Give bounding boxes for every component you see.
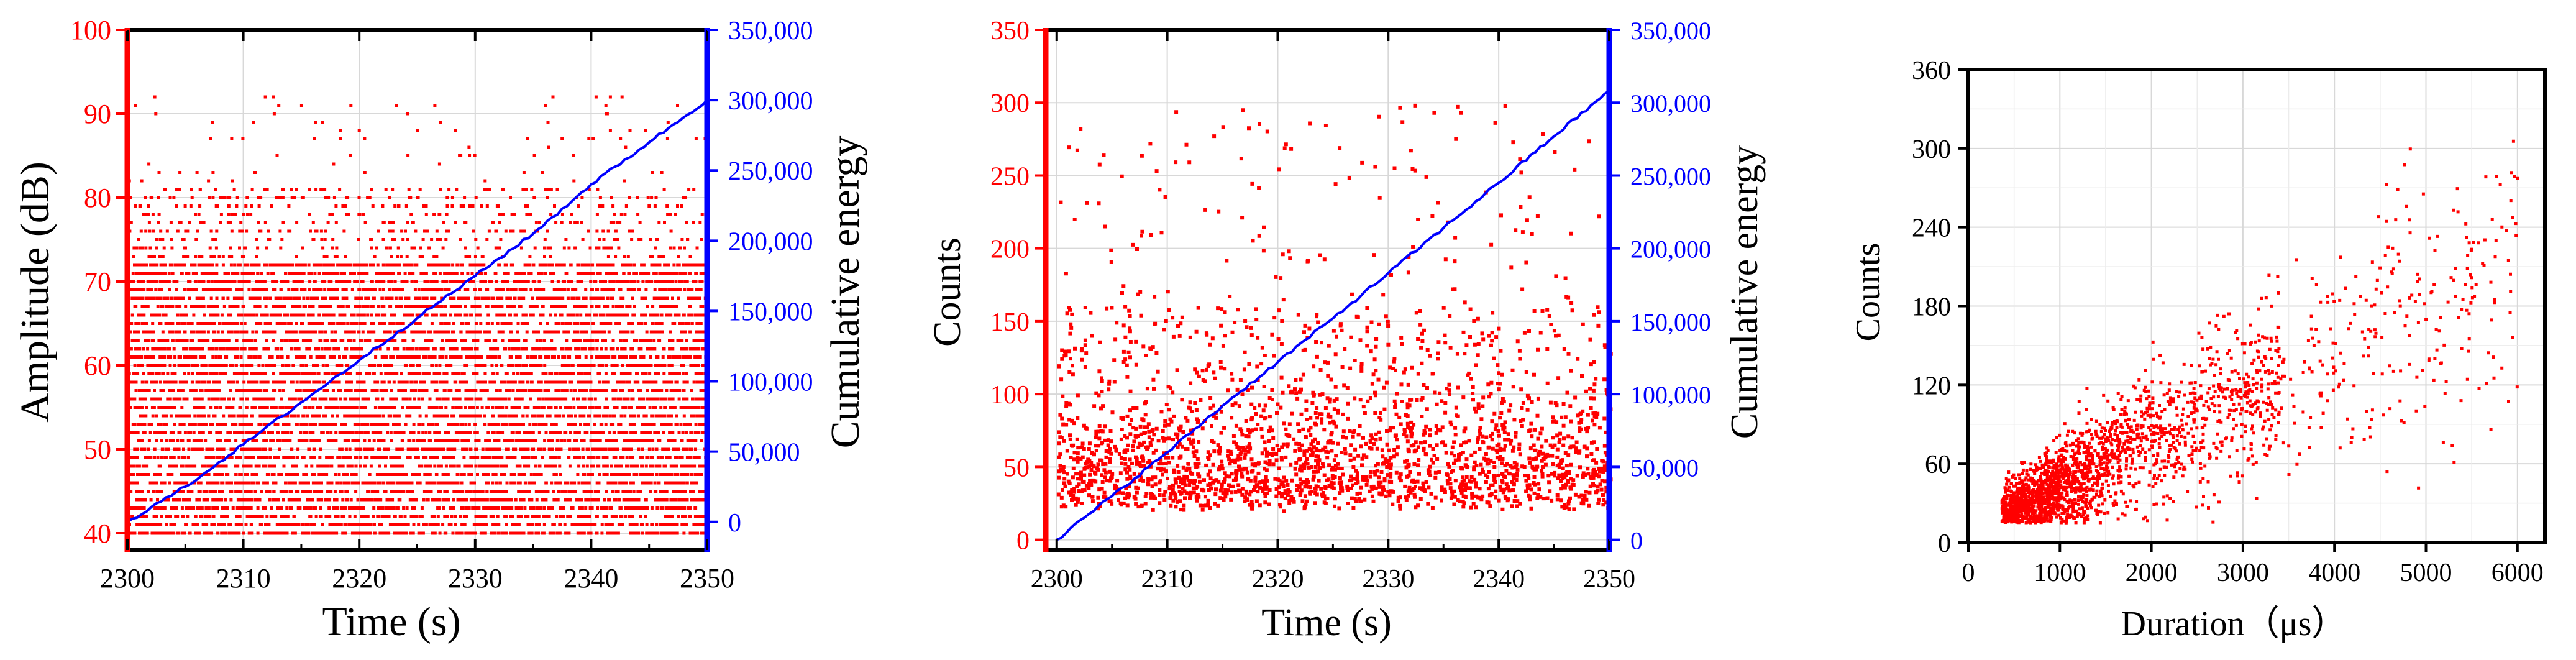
y-tick-label: 350 [990, 17, 1030, 45]
chart2-ylabel: Counts [926, 237, 969, 347]
y-tick-label: 0 [1016, 527, 1030, 556]
y2-tick-label: 200,000 [728, 227, 813, 256]
y-tick-label: 40 [84, 518, 111, 549]
x-tick-label: 2340 [1473, 565, 1525, 594]
x-tick-label: 2320 [1251, 565, 1304, 594]
scatter-points [127, 95, 710, 535]
y2-tick-label: 300,000 [1630, 89, 1711, 117]
chart2-cumulative-line [1056, 89, 1610, 541]
y2-tick-label: 150,000 [1630, 308, 1711, 336]
x-tick-label: 0 [1962, 559, 1975, 587]
chart-amplitude-time: 2300 2310 2320 2330 2340 2350 40 50 60 70 80 90 100 0… [12, 15, 868, 644]
y2-tick-label: 250,000 [728, 157, 813, 186]
y-tick-label: 100 [70, 15, 111, 45]
y-tick-label: 100 [990, 381, 1030, 410]
chart-counts-time: 2300 2310 2320 2330 2340 2350 0 50 100 150 200 250 3… [926, 17, 1766, 644]
chart2-y2label: Cumulative energy [1724, 145, 1766, 439]
chart3-axes [1958, 68, 2547, 552]
x-tick-label: 5000 [2400, 559, 2452, 587]
chart3-xlabel: Duration（μs） [2121, 605, 2347, 643]
chart1-tick-labels: 2300 2310 2320 2330 2340 2350 40 50 60 70 80 90 100 0… [70, 15, 813, 594]
cumulative-energy-line [126, 99, 708, 523]
y2-tick-label: 350,000 [1630, 17, 1711, 45]
x-tick-label: 2350 [1583, 565, 1635, 594]
cumulative-energy-line [1056, 89, 1610, 541]
y-tick-label: 90 [84, 99, 111, 129]
y2-tick-label: 350,000 [728, 17, 813, 45]
chart2-xlabel: Time (s) [1261, 602, 1392, 644]
y2-tick-label: 100,000 [728, 369, 813, 397]
scatter-points [2000, 139, 2519, 525]
y-tick-label: 0 [1938, 529, 1951, 558]
chart1-ylabel: Amplitude (dB) [12, 162, 58, 423]
chart2-tick-labels: 2300 2310 2320 2330 2340 2350 0 50 100 150 200 250 3… [990, 17, 1711, 594]
chart1-xlabel: Time (s) [322, 599, 460, 644]
y2-tick-label: 250,000 [1630, 162, 1711, 190]
x-tick-label: 3000 [2217, 559, 2269, 587]
x-tick-label: 2310 [1141, 565, 1194, 594]
y-tick-label: 50 [1003, 454, 1030, 482]
x-tick-label: 2340 [564, 563, 618, 594]
chart2-scatter-points [1056, 103, 1613, 513]
chart3-ylabel: Counts [1849, 243, 1888, 342]
chart-counts-duration: 0 1000 2000 3000 4000 5000 6000 0 60 120 180 240 300… [1849, 57, 2547, 643]
chart1-axes [116, 28, 718, 552]
y-tick-label: 300 [1912, 135, 1951, 164]
y-tick-label: 200 [990, 236, 1030, 264]
x-tick-label: 6000 [2492, 559, 2544, 587]
chart1-cumulative-line [126, 99, 708, 523]
y-tick-label: 300 [990, 89, 1030, 118]
x-tick-label: 2320 [332, 563, 386, 594]
x-tick-label: 4000 [2308, 559, 2360, 587]
y2-tick-label: 0 [1630, 527, 1643, 555]
y2-tick-label: 50,000 [1630, 454, 1699, 482]
chart2-axes [1035, 28, 1620, 552]
y-tick-label: 360 [1912, 57, 1951, 85]
y-tick-label: 180 [1912, 293, 1951, 322]
chart2-grid [1046, 30, 1609, 550]
x-tick-label: 2350 [680, 563, 734, 594]
y2-tick-label: 200,000 [1630, 236, 1711, 264]
x-tick-label: 1000 [2034, 559, 2086, 587]
y2-tick-label: 150,000 [728, 298, 813, 326]
x-tick-label: 2330 [448, 563, 503, 594]
chart3-tick-labels: 0 1000 2000 3000 4000 5000 6000 0 60 120 180 240 300… [1912, 57, 2544, 587]
y-tick-label: 50 [84, 434, 111, 465]
y2-tick-label: 50,000 [728, 439, 800, 467]
x-tick-label: 2300 [100, 563, 155, 594]
chart1-y2label: Cumulative energy [823, 136, 868, 449]
y2-tick-label: 300,000 [728, 87, 813, 116]
chart1-scatter-points [127, 95, 710, 535]
scatter-points [1056, 103, 1613, 513]
y-tick-label: 60 [84, 351, 111, 381]
y2-tick-label: 0 [728, 509, 741, 538]
y-tick-label: 250 [990, 162, 1030, 191]
y-tick-label: 150 [990, 308, 1030, 337]
chart3-scatter-points [2000, 139, 2519, 525]
y-tick-label: 120 [1912, 372, 1951, 400]
y-tick-label: 70 [84, 267, 111, 297]
x-tick-label: 2300 [1031, 565, 1083, 594]
x-tick-label: 2000 [2126, 559, 2178, 587]
x-tick-label: 2330 [1362, 565, 1414, 594]
y-tick-label: 80 [84, 183, 111, 213]
y-tick-label: 60 [1925, 451, 1951, 479]
x-tick-label: 2310 [216, 563, 271, 594]
y2-tick-label: 100,000 [1630, 381, 1711, 409]
y-tick-label: 240 [1912, 214, 1951, 243]
